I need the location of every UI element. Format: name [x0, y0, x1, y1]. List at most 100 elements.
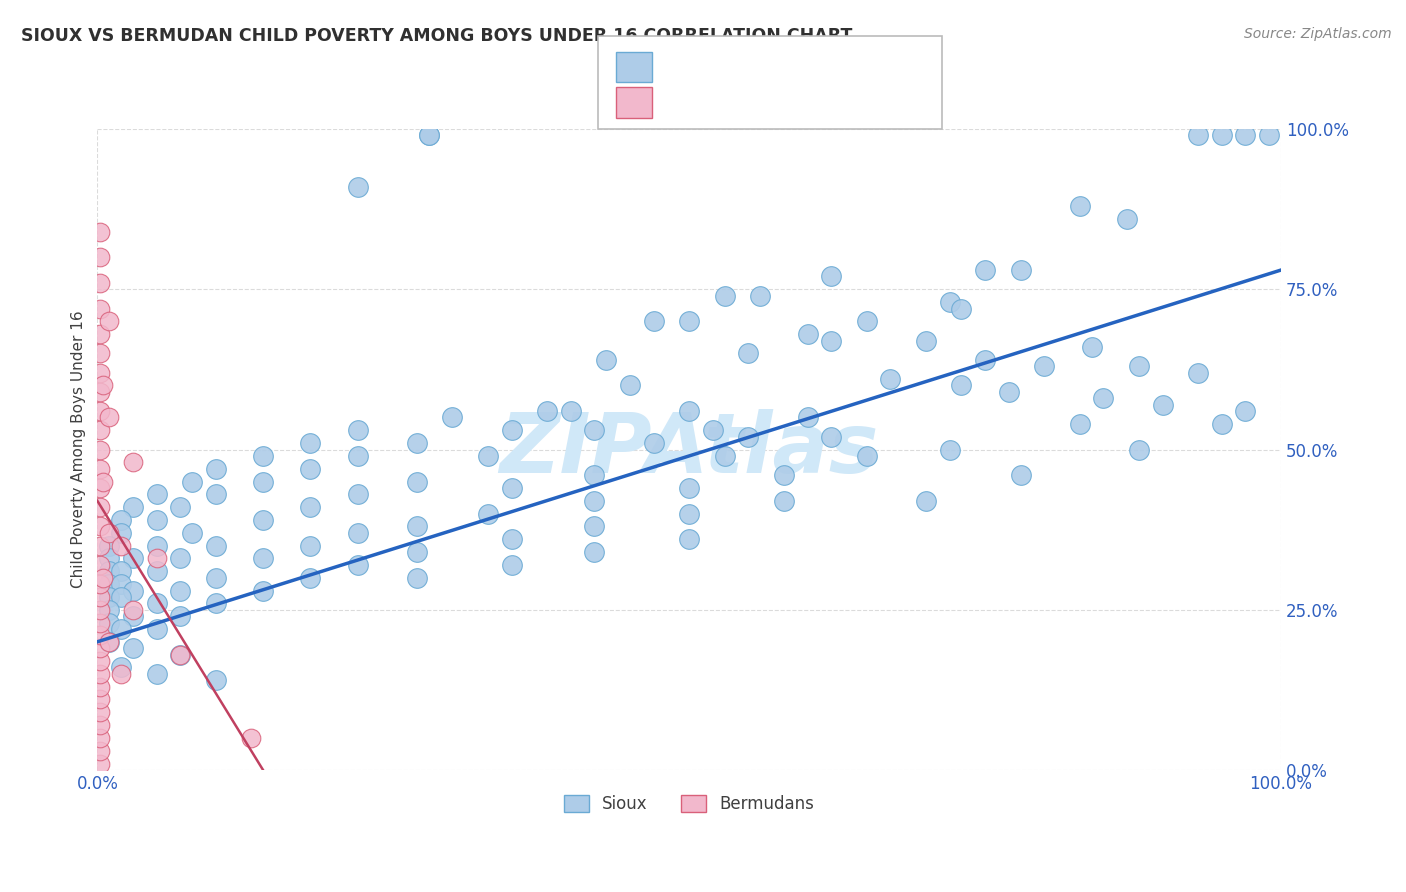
Text: N =: N = [780, 91, 823, 111]
Point [98, 635, 121, 649]
Point [204, 673, 226, 688]
Point [820, 430, 842, 444]
Point [477, 449, 499, 463]
Point [89, 680, 111, 694]
Point [501, 423, 523, 437]
Point [915, 334, 938, 348]
Point [145, 666, 167, 681]
Point [145, 622, 167, 636]
Text: ZIPAtlas: ZIPAtlas [499, 409, 879, 490]
Point [997, 384, 1019, 399]
Point [346, 179, 368, 194]
Point [678, 481, 700, 495]
Point [110, 577, 132, 591]
Y-axis label: Child Poverty Among Boys Under 16: Child Poverty Among Boys Under 16 [72, 310, 86, 589]
Point [915, 493, 938, 508]
Text: SIOUX VS BERMUDAN CHILD POVERTY AMONG BOYS UNDER 16 CORRELATION CHART: SIOUX VS BERMUDAN CHILD POVERTY AMONG BO… [21, 27, 852, 45]
Point [346, 558, 368, 572]
Point [252, 475, 274, 489]
Point [89, 756, 111, 771]
Text: 0.660: 0.660 [703, 54, 762, 74]
Point [89, 519, 111, 533]
Point [204, 539, 226, 553]
Point [1128, 442, 1150, 457]
Point [299, 436, 322, 450]
Point [501, 558, 523, 572]
Text: N =: N = [780, 54, 823, 74]
Point [169, 609, 191, 624]
Point [169, 500, 191, 515]
Point [121, 500, 143, 515]
Point [98, 603, 121, 617]
Point [749, 288, 772, 302]
Point [299, 462, 322, 476]
Point [91, 475, 114, 489]
Point [169, 551, 191, 566]
Point [1152, 398, 1174, 412]
Point [121, 455, 143, 469]
Point [346, 525, 368, 540]
Point [110, 513, 132, 527]
Point [406, 475, 429, 489]
Point [1187, 366, 1209, 380]
Point [204, 571, 226, 585]
Point [98, 539, 121, 553]
Point [91, 378, 114, 392]
Point [796, 327, 818, 342]
Point [820, 269, 842, 284]
Point [204, 487, 226, 501]
Point [772, 468, 794, 483]
Point [89, 384, 111, 399]
Point [89, 692, 111, 706]
Text: R =: R = [661, 91, 702, 111]
Point [252, 449, 274, 463]
Point [713, 449, 735, 463]
Point [1128, 359, 1150, 374]
Point [204, 462, 226, 476]
Point [89, 462, 111, 476]
Point [501, 481, 523, 495]
Point [169, 648, 191, 662]
Point [678, 507, 700, 521]
Point [346, 423, 368, 437]
Point [595, 352, 617, 367]
Point [1033, 359, 1056, 374]
Point [169, 583, 191, 598]
Point [145, 596, 167, 610]
Point [89, 423, 111, 437]
Point [796, 410, 818, 425]
Point [91, 571, 114, 585]
Point [89, 666, 111, 681]
Point [98, 564, 121, 578]
Point [406, 545, 429, 559]
Point [89, 500, 111, 515]
Point [346, 449, 368, 463]
Point [252, 551, 274, 566]
Point [145, 564, 167, 578]
Point [855, 314, 877, 328]
Point [89, 603, 111, 617]
Point [121, 641, 143, 656]
Point [121, 609, 143, 624]
Point [678, 404, 700, 418]
Point [98, 410, 121, 425]
Point [89, 481, 111, 495]
Point [406, 436, 429, 450]
Point [1116, 211, 1139, 226]
Point [737, 346, 759, 360]
Point [1069, 199, 1091, 213]
Point [89, 366, 111, 380]
Point [110, 539, 132, 553]
Point [678, 533, 700, 547]
Point [89, 250, 111, 264]
Text: Source: ZipAtlas.com: Source: ZipAtlas.com [1244, 27, 1392, 41]
Point [299, 571, 322, 585]
Point [89, 590, 111, 604]
Point [98, 590, 121, 604]
Point [89, 744, 111, 758]
Point [1010, 468, 1032, 483]
Point [110, 660, 132, 674]
Point [713, 288, 735, 302]
Point [145, 539, 167, 553]
Point [89, 442, 111, 457]
